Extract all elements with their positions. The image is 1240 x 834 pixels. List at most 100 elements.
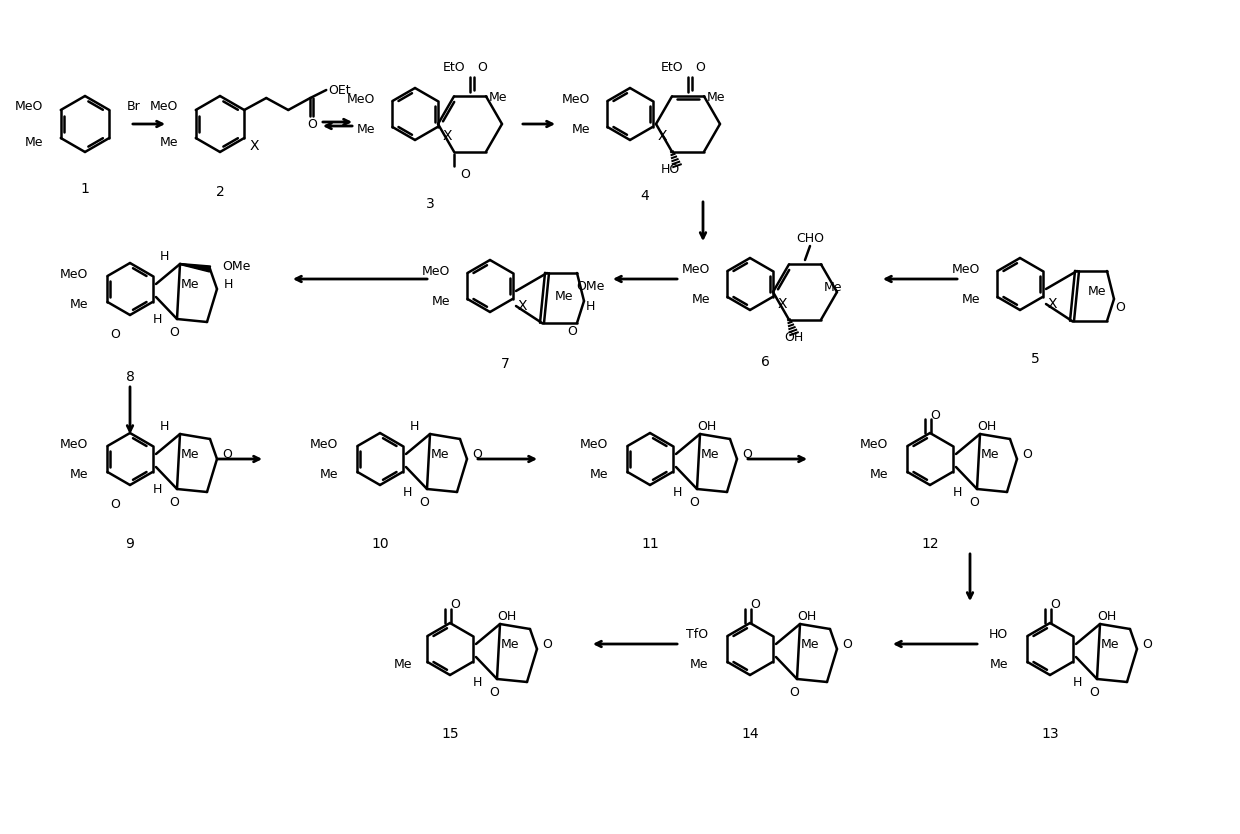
Text: Me: Me bbox=[572, 123, 590, 135]
Text: O: O bbox=[542, 637, 552, 651]
Text: 2: 2 bbox=[216, 185, 224, 199]
Text: O: O bbox=[1142, 637, 1152, 651]
Text: O: O bbox=[1050, 599, 1060, 611]
Text: MeO: MeO bbox=[150, 99, 179, 113]
Text: O: O bbox=[169, 325, 179, 339]
Text: H: H bbox=[585, 299, 595, 313]
Text: 13: 13 bbox=[1042, 727, 1059, 741]
Text: MeO: MeO bbox=[347, 93, 374, 105]
Text: H: H bbox=[952, 485, 962, 499]
Text: H: H bbox=[159, 420, 169, 433]
Text: Me: Me bbox=[432, 294, 450, 308]
Text: TfO: TfO bbox=[686, 627, 708, 641]
Text: 11: 11 bbox=[641, 537, 658, 551]
Text: 12: 12 bbox=[921, 537, 939, 551]
Text: Me: Me bbox=[430, 448, 449, 460]
Text: O: O bbox=[696, 61, 704, 73]
Text: O: O bbox=[110, 328, 120, 340]
Text: Me: Me bbox=[689, 657, 708, 671]
Text: Me: Me bbox=[25, 135, 43, 148]
Text: X: X bbox=[1048, 297, 1058, 311]
Text: O: O bbox=[689, 495, 699, 509]
Text: Me: Me bbox=[1087, 284, 1106, 298]
Text: O: O bbox=[789, 686, 799, 699]
Text: X: X bbox=[250, 139, 259, 153]
Text: Me: Me bbox=[869, 468, 888, 480]
Text: Me: Me bbox=[501, 637, 520, 651]
Text: H: H bbox=[402, 485, 412, 499]
Text: O: O bbox=[1022, 448, 1032, 460]
Text: O: O bbox=[1089, 686, 1099, 699]
Text: H: H bbox=[409, 420, 419, 433]
Text: Me: Me bbox=[554, 289, 573, 303]
Text: Me: Me bbox=[801, 637, 820, 651]
Text: O: O bbox=[489, 686, 498, 699]
Text: O: O bbox=[742, 448, 751, 460]
Text: 14: 14 bbox=[742, 727, 759, 741]
Text: O: O bbox=[842, 637, 852, 651]
Text: O: O bbox=[450, 599, 460, 611]
Text: H: H bbox=[153, 313, 161, 325]
Text: HO: HO bbox=[988, 627, 1008, 641]
Text: O: O bbox=[567, 324, 577, 338]
Text: O: O bbox=[169, 495, 179, 509]
Text: OH: OH bbox=[497, 610, 517, 622]
Text: 6: 6 bbox=[760, 355, 770, 369]
Text: Me: Me bbox=[489, 91, 507, 103]
Text: MeO: MeO bbox=[562, 93, 590, 105]
Polygon shape bbox=[180, 264, 211, 272]
Text: 7: 7 bbox=[501, 357, 510, 371]
Text: Me: Me bbox=[961, 293, 980, 305]
Text: OH: OH bbox=[697, 420, 717, 433]
Text: MeO: MeO bbox=[859, 438, 888, 450]
Text: Me: Me bbox=[701, 448, 719, 460]
Text: O: O bbox=[477, 61, 487, 73]
Text: X: X bbox=[443, 129, 453, 143]
Text: EtO: EtO bbox=[443, 61, 465, 73]
Text: Me: Me bbox=[1101, 637, 1120, 651]
Text: H: H bbox=[672, 485, 682, 499]
Text: Me: Me bbox=[181, 448, 200, 460]
Text: H: H bbox=[153, 483, 161, 495]
Text: 5: 5 bbox=[1030, 352, 1039, 366]
Text: CHO: CHO bbox=[796, 232, 825, 244]
Text: O: O bbox=[460, 168, 470, 180]
Text: X: X bbox=[777, 297, 787, 311]
Text: O: O bbox=[970, 495, 978, 509]
Text: Me: Me bbox=[69, 468, 88, 480]
Text: H: H bbox=[159, 249, 169, 263]
Text: MeO: MeO bbox=[15, 99, 43, 113]
Text: MeO: MeO bbox=[579, 438, 608, 450]
Text: MeO: MeO bbox=[682, 263, 711, 275]
Text: O: O bbox=[1115, 300, 1125, 314]
Text: OH: OH bbox=[797, 610, 817, 622]
Text: O: O bbox=[110, 498, 120, 510]
Text: Me: Me bbox=[393, 657, 412, 671]
Text: OH: OH bbox=[1097, 610, 1117, 622]
Text: EtO: EtO bbox=[661, 61, 683, 73]
Text: O: O bbox=[750, 599, 760, 611]
Text: X: X bbox=[518, 299, 527, 313]
Text: Me: Me bbox=[160, 135, 179, 148]
Text: H: H bbox=[1073, 676, 1081, 689]
Text: OMe: OMe bbox=[222, 259, 250, 273]
Text: H: H bbox=[472, 676, 481, 689]
Text: 1: 1 bbox=[81, 182, 89, 196]
Text: 8: 8 bbox=[125, 370, 134, 384]
Text: Me: Me bbox=[589, 468, 608, 480]
Text: O: O bbox=[472, 448, 482, 460]
Text: OH: OH bbox=[977, 420, 997, 433]
Text: Me: Me bbox=[692, 293, 711, 305]
Text: Me: Me bbox=[320, 468, 339, 480]
Text: OEt: OEt bbox=[329, 83, 351, 97]
Text: Me: Me bbox=[181, 278, 200, 290]
Text: Me: Me bbox=[357, 123, 374, 135]
Text: OH: OH bbox=[785, 331, 804, 344]
Text: Br: Br bbox=[126, 99, 141, 113]
Text: O: O bbox=[222, 448, 232, 460]
Text: MeO: MeO bbox=[422, 264, 450, 278]
Text: OMe: OMe bbox=[575, 279, 604, 293]
Text: 10: 10 bbox=[371, 537, 389, 551]
Text: 3: 3 bbox=[425, 197, 434, 211]
Text: Me: Me bbox=[823, 280, 842, 294]
